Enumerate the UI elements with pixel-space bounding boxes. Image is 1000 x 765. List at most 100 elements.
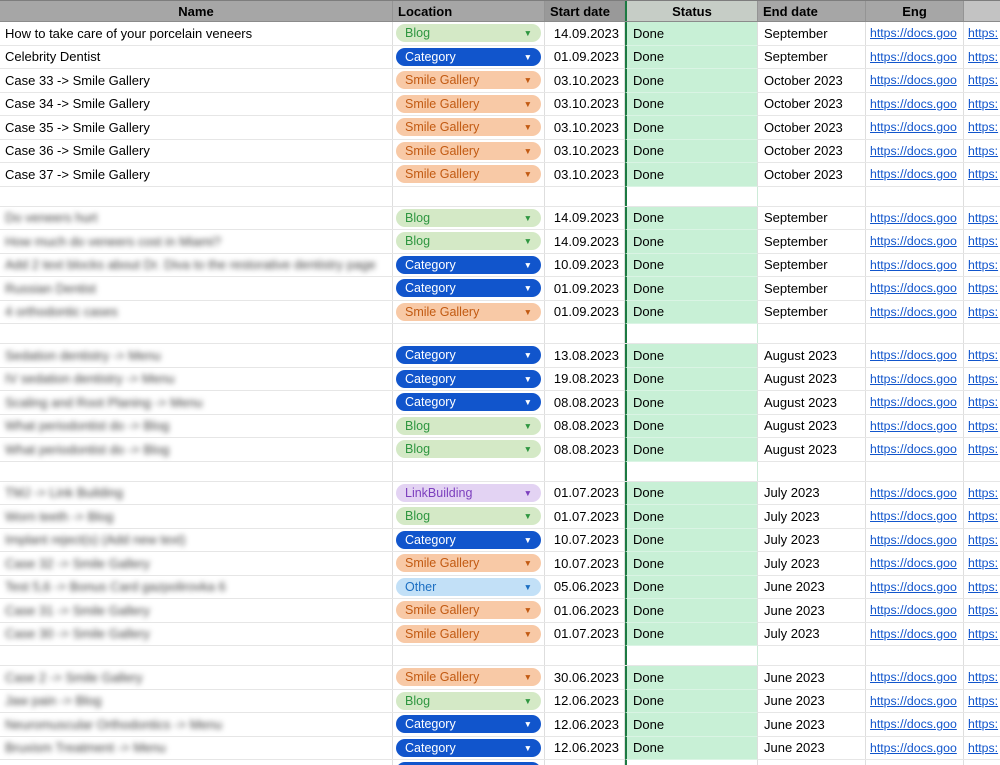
status-cell[interactable] [625, 186, 758, 206]
end-date-cell[interactable]: October 2023 [758, 92, 866, 115]
extra-link-cell[interactable] [964, 187, 1000, 206]
extra-doc-link[interactable]: https: [968, 509, 999, 524]
end-date-cell[interactable] [758, 461, 866, 481]
eng-link-cell[interactable]: https://docs.goo [866, 139, 964, 162]
eng-link-cell[interactable]: https://docs.goo [866, 736, 964, 759]
start-date-cell[interactable]: 30.06.2023 [545, 666, 625, 689]
name-cell[interactable]: Test 5,6 -> Bonus Card gazpolirovka 6 [0, 575, 393, 598]
name-cell[interactable]: Bruxism Treatment -> Menu [0, 736, 393, 759]
location-chip-dropdown[interactable]: Blog ▼ [396, 24, 541, 43]
status-cell[interactable]: Done [625, 391, 758, 415]
end-date-cell[interactable]: October 2023 [758, 116, 866, 139]
start-date-cell[interactable]: 01.07.2023 [545, 481, 625, 504]
end-date-cell[interactable]: June 2023 [758, 599, 866, 622]
status-cell[interactable] [625, 324, 758, 343]
column-header-end-date[interactable]: End date [758, 1, 866, 21]
eng-link-cell[interactable]: https://docs.goo [866, 300, 964, 323]
extra-link-cell[interactable]: https: [964, 599, 1000, 622]
eng-doc-link[interactable]: https://docs.goo [870, 532, 957, 547]
end-date-cell[interactable]: September [758, 230, 866, 253]
name-cell[interactable]: How much do veneers cost in Miami? [0, 230, 393, 253]
name-cell[interactable]: Case 2 -> Smile Gallery [0, 666, 393, 689]
end-date-cell[interactable]: September [758, 277, 866, 300]
status-cell[interactable] [625, 461, 758, 481]
extra-link-cell[interactable]: https: [964, 505, 1000, 528]
start-date-cell[interactable]: 10.09.2023 [545, 253, 625, 276]
name-cell[interactable]: Case 31 -> Smile Gallery [0, 599, 393, 622]
eng-doc-link[interactable]: https://docs.goo [870, 304, 957, 319]
end-date-cell[interactable]: July 2023 [758, 505, 866, 528]
location-chip-dropdown[interactable]: Category ▼ [396, 738, 541, 757]
location-cell[interactable]: Smile Gallery ▼ [393, 666, 545, 689]
extra-doc-link[interactable]: https: [968, 579, 999, 594]
extra-doc-link[interactable]: https: [968, 167, 999, 182]
name-cell[interactable]: Sedation dentistry -> Menu [0, 344, 393, 367]
location-cell[interactable]: Category ▼ [393, 45, 545, 68]
column-header-eng[interactable]: Eng [866, 1, 964, 21]
location-chip-dropdown[interactable]: Category ▼ [396, 279, 541, 298]
start-date-cell[interactable]: 12.06.2023 [545, 689, 625, 712]
extra-doc-link[interactable]: https: [968, 717, 999, 732]
start-date-cell[interactable]: 01.07.2023 [545, 622, 625, 645]
start-date-cell[interactable]: 12.06.2023 [545, 713, 625, 736]
end-date-cell[interactable]: July 2023 [758, 552, 866, 575]
extra-link-cell[interactable]: https: [964, 93, 1000, 116]
location-chip-dropdown[interactable]: Category ▼ [396, 369, 541, 388]
end-date-cell[interactable]: July 2023 [758, 528, 866, 551]
location-cell[interactable]: ▼ [393, 186, 545, 206]
location-cell[interactable]: Category ▼ [393, 391, 545, 414]
location-cell[interactable]: Smile Gallery ▼ [393, 92, 545, 115]
eng-doc-link[interactable]: https://docs.goo [870, 395, 957, 410]
name-cell[interactable]: Do veneers hurt [0, 206, 393, 229]
location-cell[interactable]: Category ▼ [393, 736, 545, 759]
extra-link-cell[interactable]: https: [964, 301, 1000, 324]
end-date-cell[interactable]: June 2023 [758, 689, 866, 712]
location-cell[interactable]: Smile Gallery ▼ [393, 69, 545, 92]
location-chip-dropdown[interactable]: Category ▼ [396, 530, 541, 549]
end-date-cell[interactable]: August 2023 [758, 344, 866, 367]
eng-link-cell[interactable] [866, 324, 964, 343]
start-date-cell[interactable]: 01.09.2023 [545, 300, 625, 323]
eng-link-cell[interactable]: https://docs.goo [866, 45, 964, 68]
name-cell[interactable]: 4 orthodontic cases [0, 300, 393, 323]
eng-link-cell[interactable]: https://docs.goo [866, 344, 964, 367]
extra-doc-link[interactable]: https: [968, 371, 999, 386]
extra-link-cell[interactable]: https: [964, 344, 1000, 367]
end-date-cell[interactable]: June 2023 [758, 713, 866, 736]
eng-doc-link[interactable]: https://docs.goo [870, 167, 957, 182]
extra-link-cell[interactable]: https: [964, 254, 1000, 277]
extra-link-cell[interactable]: https: [964, 69, 1000, 92]
location-cell[interactable]: ▼ [393, 646, 545, 665]
eng-link-cell[interactable]: https://docs.goo [866, 367, 964, 390]
extra-link-cell[interactable]: https: [964, 207, 1000, 230]
status-cell[interactable] [625, 646, 758, 665]
extra-link-cell[interactable]: https: [964, 690, 1000, 713]
start-date-cell[interactable]: 13.08.2023 [545, 344, 625, 367]
location-chip-dropdown[interactable]: Smile Gallery ▼ [396, 668, 541, 687]
extra-link-cell[interactable]: https: [964, 438, 1000, 461]
eng-link-cell[interactable]: https://docs.goo [866, 438, 964, 461]
eng-doc-link[interactable]: https://docs.goo [870, 281, 957, 296]
end-date-cell[interactable]: June 2023 [758, 575, 866, 598]
eng-link-cell[interactable]: https://docs.goo [866, 414, 964, 437]
status-cell[interactable]: Done [625, 414, 758, 438]
column-header-location[interactable]: Location [393, 1, 545, 21]
eng-link-cell[interactable]: https://docs.goo [866, 481, 964, 504]
eng-doc-link[interactable]: https://docs.goo [870, 626, 957, 641]
start-date-cell[interactable]: 03.10.2023 [545, 116, 625, 139]
location-cell[interactable]: ▼ [393, 461, 545, 481]
extra-doc-link[interactable]: https: [968, 740, 999, 755]
start-date-cell[interactable]: 03.10.2023 [545, 69, 625, 92]
name-cell[interactable]: What periodontist do -> Blog [0, 438, 393, 461]
status-cell[interactable]: Done [625, 599, 758, 623]
name-cell[interactable]: Case 30 -> Smile Gallery [0, 622, 393, 645]
name-cell[interactable]: Case 32 -> Smile Gallery [0, 552, 393, 575]
eng-doc-link[interactable]: https://docs.goo [870, 348, 957, 363]
end-date-cell[interactable]: October 2023 [758, 163, 866, 186]
location-cell[interactable]: Blog ▼ [393, 22, 545, 45]
extra-doc-link[interactable]: https: [968, 304, 999, 319]
name-cell[interactable]: Add 2 text blocks about Dr. Diva to the … [0, 253, 393, 276]
eng-doc-link[interactable]: https://docs.goo [870, 603, 957, 618]
end-date-cell[interactable]: July 2023 [758, 622, 866, 645]
status-cell[interactable]: Done [625, 622, 758, 646]
